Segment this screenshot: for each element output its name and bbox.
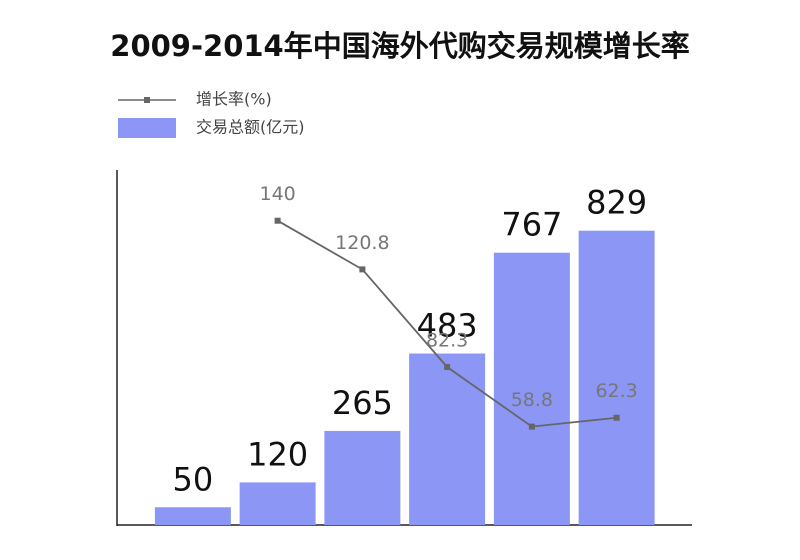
line-point [274,217,281,224]
bar [324,430,401,525]
bar-value-label: 483 [417,307,478,345]
bar [409,353,486,525]
bar [154,507,231,525]
line-value-label: 140 [259,183,295,205]
legend-marker [144,97,150,103]
line-value-label: 62.3 [595,380,637,402]
bar [578,230,655,525]
bar-value-label: 50 [173,460,214,498]
bar-value-label: 120 [247,435,308,473]
legend-label: 交易总额(亿元) [196,118,305,137]
line-point [359,266,366,273]
legend-swatch [118,118,176,138]
bar-value-label: 265 [332,384,393,422]
legend-label: 增长率(%) [196,90,272,109]
line-point [613,414,620,421]
bar-value-label: 767 [501,206,562,244]
bar-value-label: 829 [586,184,647,222]
bar [493,252,570,525]
line-value-label: 120.8 [335,232,389,254]
line-point [444,364,451,371]
bar [239,482,316,525]
line-value-label: 58.8 [511,389,553,411]
line-value-label: 82.3 [426,330,468,352]
line-point [528,423,535,430]
chart-title: 2009-2014年中国海外代购交易规模增长率 [110,29,689,63]
